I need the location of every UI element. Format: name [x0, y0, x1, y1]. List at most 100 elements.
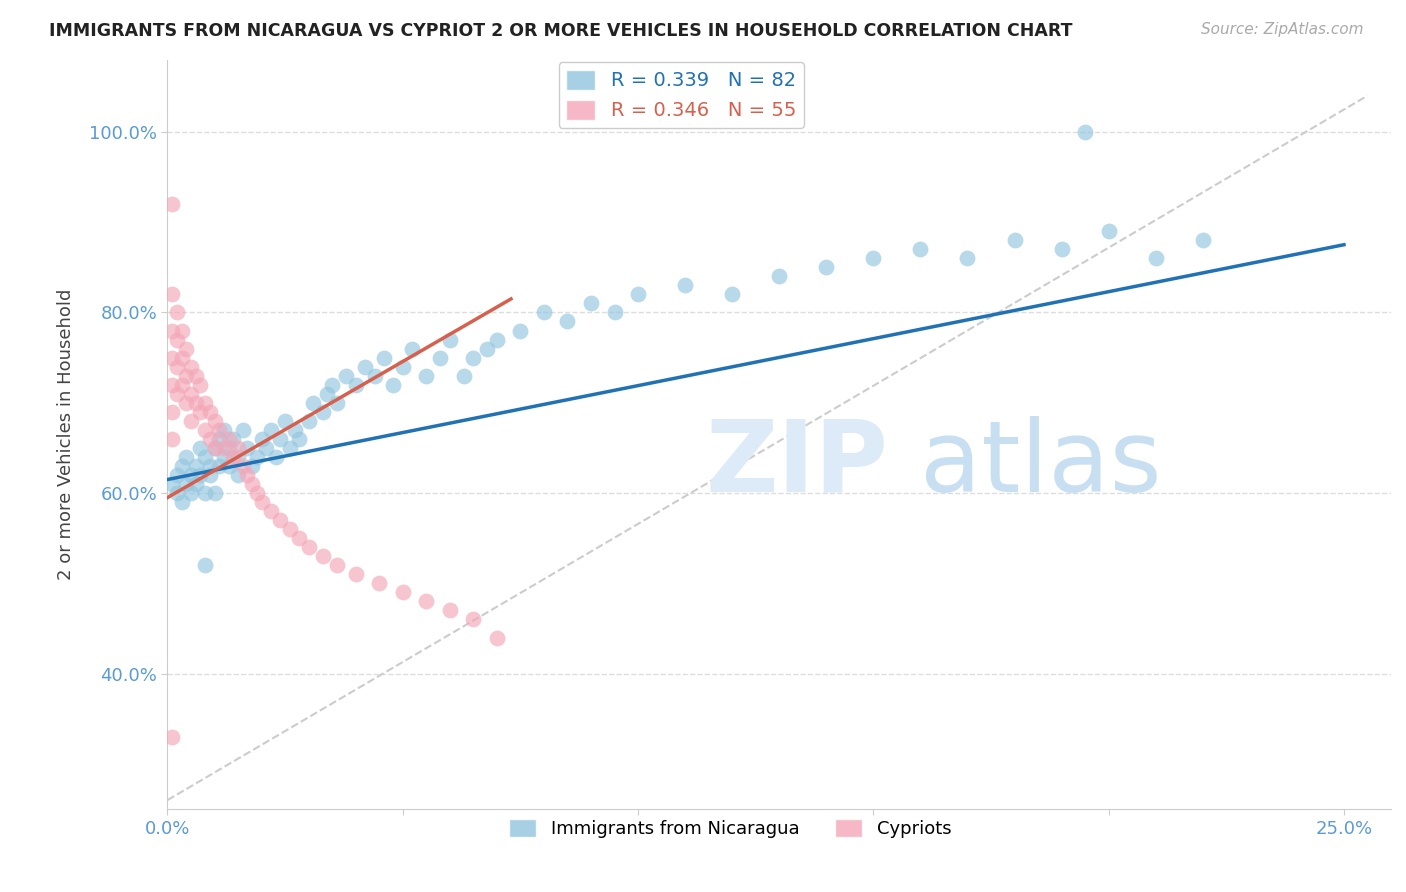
Point — [176, 396, 198, 410]
Point — [1050, 242, 1073, 256]
Point — [226, 450, 249, 464]
Point — [373, 351, 395, 365]
Point — [198, 458, 221, 473]
Point — [222, 450, 245, 464]
Point — [254, 441, 277, 455]
Point — [721, 287, 744, 301]
Point — [302, 396, 325, 410]
Point — [246, 486, 269, 500]
Point — [190, 441, 212, 455]
Point — [194, 450, 217, 464]
Point — [212, 423, 235, 437]
Point — [485, 333, 508, 347]
Point — [160, 351, 183, 365]
Point — [1191, 233, 1213, 247]
Point — [180, 486, 202, 500]
Point — [170, 324, 193, 338]
Point — [184, 458, 207, 473]
Point — [180, 468, 202, 483]
Point — [269, 513, 291, 527]
Point — [198, 468, 221, 483]
Point — [160, 197, 183, 211]
Point — [603, 305, 626, 319]
Point — [260, 423, 283, 437]
Point — [176, 368, 198, 383]
Point — [1074, 125, 1097, 139]
Point — [208, 432, 231, 446]
Point — [485, 631, 508, 645]
Point — [166, 486, 188, 500]
Point — [673, 278, 696, 293]
Point — [391, 585, 413, 599]
Point — [160, 405, 183, 419]
Point — [283, 423, 305, 437]
Point — [232, 458, 254, 473]
Point — [166, 359, 188, 374]
Point — [463, 613, 485, 627]
Point — [391, 359, 413, 374]
Point — [190, 405, 212, 419]
Point — [180, 414, 202, 428]
Point — [298, 414, 321, 428]
Point — [344, 567, 367, 582]
Point — [312, 405, 335, 419]
Point — [236, 468, 259, 483]
Point — [533, 305, 555, 319]
Point — [815, 260, 838, 275]
Text: IMMIGRANTS FROM NICARAGUA VS CYPRIOT 2 OR MORE VEHICLES IN HOUSEHOLD CORRELATION: IMMIGRANTS FROM NICARAGUA VS CYPRIOT 2 O… — [49, 22, 1073, 40]
Point — [160, 377, 183, 392]
Point — [194, 486, 217, 500]
Point — [208, 423, 231, 437]
Point — [477, 342, 499, 356]
Point — [862, 252, 884, 266]
Point — [278, 522, 301, 536]
Point — [326, 396, 349, 410]
Point — [579, 296, 602, 310]
Point — [354, 359, 377, 374]
Point — [768, 269, 790, 284]
Point — [204, 441, 226, 455]
Point — [321, 377, 343, 392]
Point — [184, 368, 207, 383]
Point — [170, 351, 193, 365]
Point — [240, 458, 263, 473]
Point — [439, 333, 461, 347]
Point — [170, 458, 193, 473]
Point — [401, 342, 423, 356]
Point — [288, 432, 311, 446]
Point — [557, 314, 579, 328]
Point — [232, 423, 254, 437]
Point — [236, 441, 259, 455]
Point — [194, 558, 217, 573]
Point — [194, 396, 217, 410]
Point — [382, 377, 405, 392]
Point — [250, 495, 273, 509]
Point — [176, 342, 198, 356]
Point — [170, 495, 193, 509]
Point — [288, 531, 311, 545]
Point — [212, 441, 235, 455]
Point — [226, 441, 249, 455]
Point — [463, 351, 485, 365]
Point — [166, 386, 188, 401]
Point — [176, 477, 198, 491]
Point — [326, 558, 349, 573]
Point — [204, 441, 226, 455]
Point — [956, 252, 979, 266]
Point — [1004, 233, 1026, 247]
Point — [415, 594, 437, 608]
Point — [910, 242, 932, 256]
Point — [166, 468, 188, 483]
Point — [222, 432, 245, 446]
Point — [316, 386, 339, 401]
Point — [184, 477, 207, 491]
Point — [344, 377, 367, 392]
Point — [176, 450, 198, 464]
Point — [198, 405, 221, 419]
Point — [190, 468, 212, 483]
Point — [160, 432, 183, 446]
Legend: Immigrants from Nicaragua, Cypriots: Immigrants from Nicaragua, Cypriots — [502, 812, 959, 845]
Point — [298, 541, 321, 555]
Point — [190, 377, 212, 392]
Point — [180, 359, 202, 374]
